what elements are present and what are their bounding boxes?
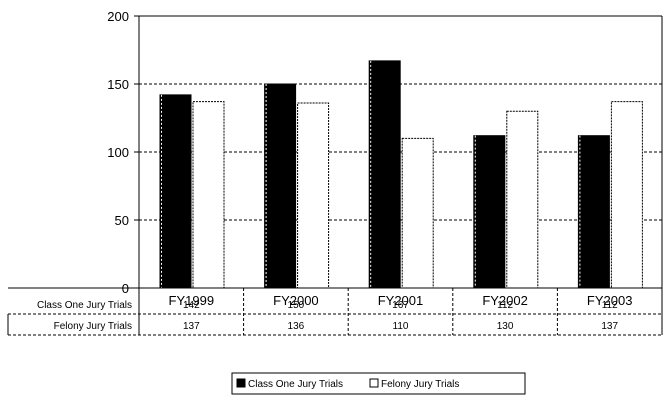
legend-label-class-one: Class One Jury Trials xyxy=(248,379,343,390)
legend-swatch-class-one xyxy=(236,378,246,388)
y-tick-label-150: 150 xyxy=(107,77,129,92)
y-tick-label-200: 200 xyxy=(107,9,129,24)
data-table: FY1999 FY2000 FY2001 FY2002 FY2003 Class One … xyxy=(7,287,663,336)
x-category-label-fy2002: FY2002 xyxy=(482,293,528,308)
legend-box xyxy=(231,372,526,395)
table-cell-felony-fy2002: 130 xyxy=(497,321,514,332)
table-row-label-felony: Felony Jury Trials xyxy=(54,321,132,332)
bar-felony-fy2001 xyxy=(401,137,434,289)
bar-class-one-fy2003 xyxy=(577,135,610,289)
bar-class-one-fy2001 xyxy=(368,60,401,289)
x-category-label-fy2000: FY2000 xyxy=(273,293,319,308)
bar-class-one-fy2000 xyxy=(264,83,297,289)
y-tick-label-100: 100 xyxy=(107,145,129,160)
legend: Class One Jury Trials Felony Jury Trials xyxy=(231,372,526,395)
bar-felony-fy2003 xyxy=(610,101,643,289)
y-axis: 050100150200 xyxy=(107,9,140,335)
table-cell-felony-fy2001: 110 xyxy=(393,321,409,332)
bar-felony-fy1999 xyxy=(192,101,225,289)
bars xyxy=(159,60,643,289)
bar-felony-fy2002 xyxy=(506,110,539,289)
table-cell-felony-fy2003: 137 xyxy=(601,321,618,332)
bar-felony-fy2000 xyxy=(297,102,330,289)
table-cell-class-one-fy2001: 167 xyxy=(392,300,409,311)
x-category-label-fy2001: FY2001 xyxy=(378,293,424,308)
y-tick-label-50: 50 xyxy=(115,213,129,228)
table-cell-class-one-fy2002: 112 xyxy=(497,300,513,311)
table-cell-felony-fy2000: 136 xyxy=(288,321,305,332)
x-category-label-fy1999: FY1999 xyxy=(169,293,215,308)
table-row-label-class-one: Class One Jury Trials xyxy=(37,300,132,311)
legend-label-felony: Felony Jury Trials xyxy=(381,379,459,390)
x-category-label-fy2003: FY2003 xyxy=(587,293,633,308)
table-cell-class-one-fy1999: 142 xyxy=(183,300,200,311)
legend-swatch-felony xyxy=(369,378,379,388)
bar-class-one-fy1999 xyxy=(159,94,192,289)
table-cell-class-one-fy2003: 112 xyxy=(602,300,618,311)
table-cell-felony-fy1999: 137 xyxy=(183,321,200,332)
bar-class-one-fy2002 xyxy=(473,135,506,289)
table-cell-class-one-fy2000: 150 xyxy=(288,300,305,311)
